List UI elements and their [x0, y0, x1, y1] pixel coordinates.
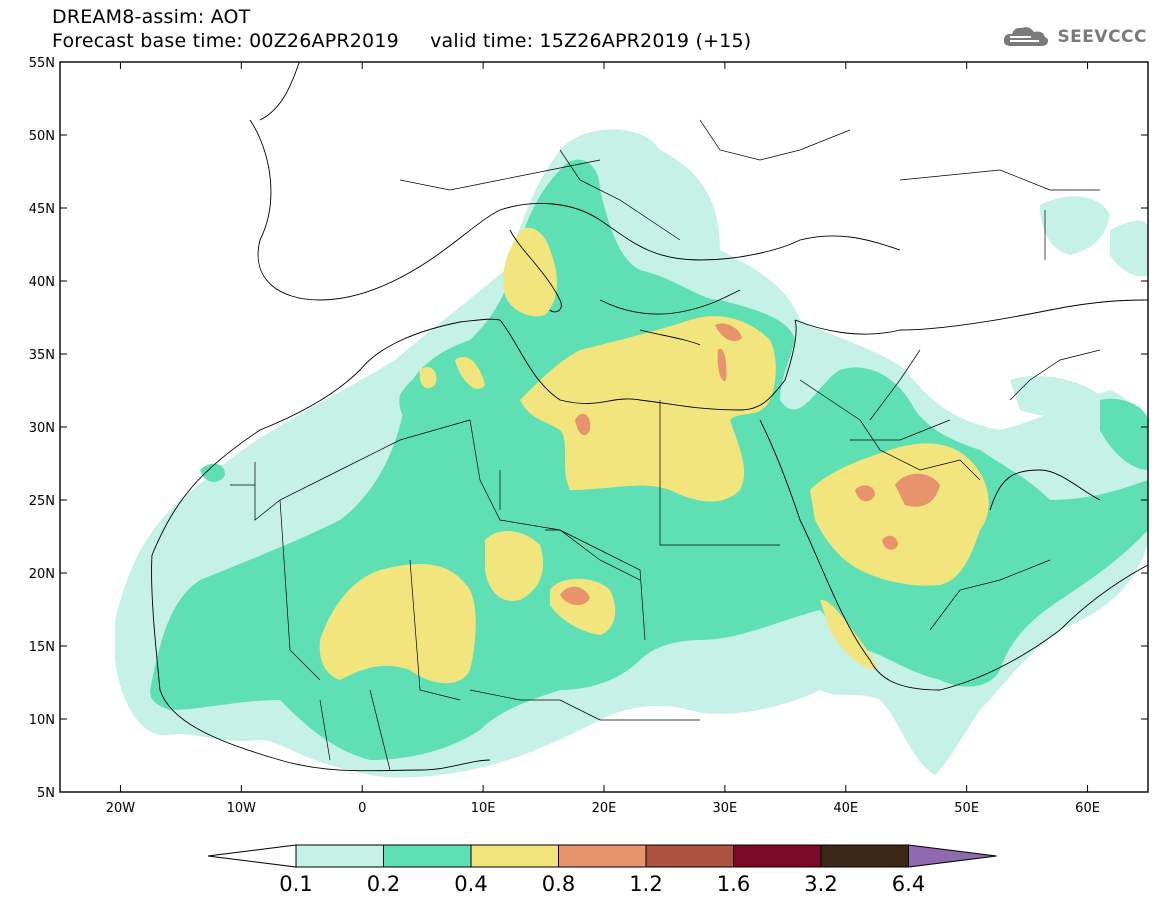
lat-tick-label: 45N: [29, 202, 55, 217]
lat-tick-label: 50N: [29, 129, 55, 144]
lat-tick-label: 35N: [29, 348, 55, 363]
aot-band-1.2-libya: [575, 413, 591, 436]
coastlines: [151, 62, 1148, 772]
aot-band-1.2-arabia3: [882, 535, 898, 550]
forecast-time-line: Forecast base time: 00Z26APR2019 valid t…: [52, 30, 752, 52]
lat-tick-label: 25N: [29, 494, 55, 509]
colorbar-swatch: [470, 844, 559, 868]
colorbar-swatch: [383, 844, 472, 868]
aot-patch-westsahara: [200, 463, 225, 482]
lon-tick-label: 10W: [227, 801, 257, 816]
aot-patch-caspian: [1040, 196, 1110, 255]
aot-band-tunisia: [455, 356, 485, 389]
aot-patch-gulf: [1100, 398, 1148, 470]
lon-tick-label: 60E: [1075, 801, 1100, 816]
lat-tick-label: 5N: [37, 786, 55, 801]
lat-tick-label: 10N: [29, 713, 55, 728]
lon-tick-label: 20W: [106, 801, 136, 816]
colorbar-label: 0.2: [366, 872, 401, 896]
colorbar-label: 1.2: [629, 872, 663, 896]
logo-text: SEEVCCC: [1057, 27, 1147, 47]
colorbar-label: 1.6: [716, 872, 751, 896]
aot-band-1.2-egypt2: [717, 348, 727, 381]
lon-tick-label: 0: [358, 801, 366, 816]
lon-tick-label: 10E: [471, 801, 496, 816]
aot-band-arabia: [810, 443, 989, 586]
lon-tick-label: 30E: [713, 801, 738, 816]
colorbar-label: 0.8: [541, 872, 576, 896]
aot-band-1.2-arabia: [895, 473, 940, 507]
aot-band-1.2-egypt: [715, 323, 742, 342]
colorbar-swatch: [733, 844, 822, 868]
lat-tick-label: 15N: [29, 640, 55, 655]
aot-band-sahel: [319, 564, 476, 684]
aot-band-morocco: [419, 367, 437, 389]
seevccc-logo: SEEVCCC: [1001, 24, 1147, 50]
lat-tick-label: 20N: [29, 567, 55, 582]
colorbar-swatch: [558, 844, 647, 868]
colorbar-swatch: [645, 844, 734, 868]
aot-band-libya-egypt: [520, 316, 776, 502]
colorbar-swatch: [820, 844, 909, 868]
colorbar-under-arrow: [207, 844, 297, 868]
lon-tick-label: 20E: [592, 801, 617, 816]
colorbar-swatch: [295, 844, 384, 868]
axis-ticks: 55N 50N 45N 40N 35N 30N 25N 20N 15N 10N 5N 20W 10W 0 1…: [29, 56, 1148, 816]
lat-tick-label: 55N: [29, 56, 55, 71]
lat-tick-label: 40N: [29, 275, 55, 290]
aot-band-redsea: [820, 599, 877, 670]
aot-patch-east: [1110, 220, 1148, 277]
aot-band-1.2-arabia2: [855, 485, 875, 502]
aot-band-1.2-darfur: [560, 586, 590, 606]
colorbar-label: 0.4: [454, 872, 488, 896]
aot-band-chad: [485, 530, 544, 601]
lon-tick-label: 50E: [954, 801, 979, 816]
map-title: DREAM8-assim: AOT: [52, 6, 251, 28]
aot-patch-iran: [1010, 375, 1100, 417]
colorbar-label: 3.2: [804, 872, 838, 896]
lat-tick-label: 30N: [29, 421, 55, 436]
country-borders: [230, 119, 1101, 771]
colorbar-label: 0.1: [279, 872, 313, 896]
colorbar: [207, 844, 997, 868]
lon-tick-label: 40E: [833, 801, 858, 816]
colorbar-over-arrow: [908, 844, 997, 868]
cloud-icon: [1004, 27, 1049, 46]
aot-field: [115, 129, 1148, 778]
colorbar-label: 6.4: [891, 872, 926, 896]
aot-patch-morocco: [399, 368, 470, 426]
aot-band-italy: [503, 227, 557, 317]
